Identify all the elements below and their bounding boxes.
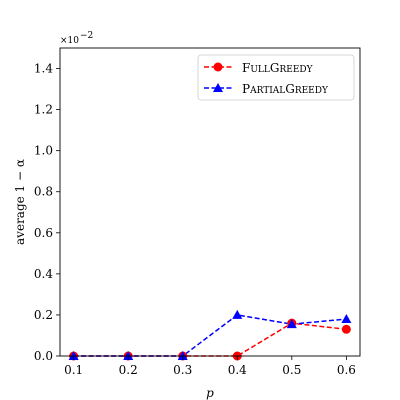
y-tick-label: 1.2 [34, 103, 53, 117]
x-tick-label: 0.3 [173, 363, 192, 377]
legend-label-fullgreedy: FULLGREEDY [242, 61, 314, 75]
legend-marker-partialgreedy [213, 83, 223, 92]
data-point-partialgreedy [123, 351, 134, 360]
legend: FULLGREEDY PARTIALGREEDY [197, 54, 355, 101]
y-tick-label: 0.4 [34, 267, 53, 281]
y-tick-label: 1.0 [34, 144, 53, 158]
x-tick-label: 0.2 [119, 363, 138, 377]
x-tick-label: 0.6 [337, 363, 356, 377]
x-axis-label: p [206, 386, 214, 400]
data-point-partialgreedy [68, 351, 79, 360]
data-point-fullgreedy [341, 324, 351, 334]
legend-box [197, 54, 355, 101]
data-point-partialgreedy [232, 309, 243, 319]
y-axis-label: average 1 − α [13, 159, 27, 245]
x-tick-label: 0.5 [282, 363, 301, 377]
legend-entry-partialgreedy: PARTIALGREEDY [204, 82, 329, 96]
data-point-partialgreedy [286, 319, 297, 329]
y-tick-label: 1.4 [34, 62, 53, 76]
y-axis: 0.0 0.2 0.4 0.6 0.8 1.0 1.2 1.4 [34, 62, 60, 363]
legend-marker-fullgreedy [213, 62, 223, 72]
y-scale-exponent: −2 [80, 31, 93, 41]
legend-entry-fullgreedy: FULLGREEDY [204, 61, 314, 75]
data-point-partialgreedy [341, 314, 352, 324]
x-tick-label: 0.4 [228, 363, 247, 377]
y-tick-label: 0.2 [34, 308, 53, 322]
x-tick-label: 0.1 [64, 363, 83, 377]
data-point-partialgreedy [177, 351, 188, 360]
legend-label-partialgreedy: PARTIALGREEDY [242, 82, 329, 96]
plot-frame [59, 47, 361, 357]
x-axis: 0.1 0.2 0.3 0.4 0.5 0.6 [64, 356, 356, 377]
y-tick-label: 0.6 [34, 226, 53, 240]
y-tick-label: 0.8 [34, 185, 53, 199]
y-tick-label: 0.0 [34, 349, 53, 363]
y-scale-prefix: ×10 [60, 36, 79, 46]
